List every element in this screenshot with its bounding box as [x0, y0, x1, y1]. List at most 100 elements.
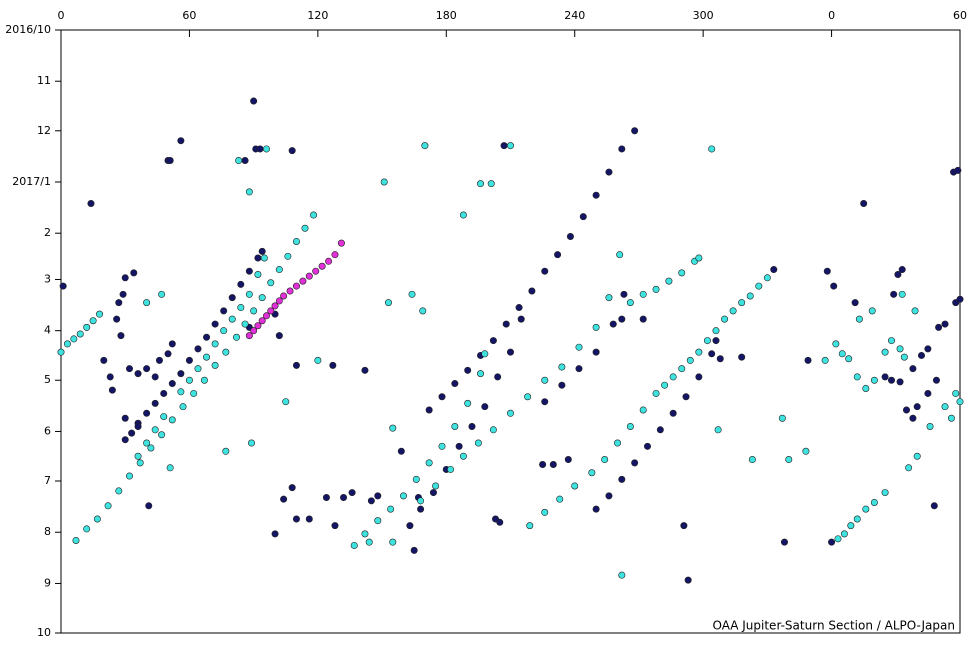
- point: [881, 348, 889, 356]
- y-tick-label: 10: [37, 626, 51, 639]
- point: [72, 536, 80, 544]
- point: [631, 127, 639, 135]
- point: [410, 546, 418, 554]
- point: [254, 322, 262, 330]
- point: [763, 274, 771, 282]
- point: [926, 422, 934, 430]
- point: [862, 505, 870, 513]
- point: [166, 157, 174, 165]
- point: [200, 376, 208, 384]
- point: [828, 538, 836, 546]
- point: [374, 517, 382, 525]
- point: [517, 315, 525, 323]
- point: [245, 332, 253, 340]
- point: [451, 422, 459, 430]
- point: [228, 315, 236, 323]
- point: [695, 348, 703, 356]
- point: [237, 304, 245, 312]
- point: [952, 389, 960, 397]
- point: [292, 237, 300, 245]
- point: [459, 452, 467, 460]
- point: [913, 403, 921, 411]
- point: [412, 475, 420, 483]
- point: [464, 366, 472, 374]
- point: [954, 166, 962, 174]
- point: [566, 233, 574, 241]
- point: [601, 456, 609, 464]
- point: [166, 464, 174, 472]
- point: [179, 403, 187, 411]
- point: [541, 267, 549, 275]
- point: [605, 294, 613, 302]
- point: [748, 456, 756, 464]
- point: [143, 409, 151, 417]
- point: [233, 333, 241, 341]
- point: [489, 337, 497, 345]
- point: [143, 365, 151, 373]
- point: [558, 363, 566, 371]
- point: [108, 386, 116, 394]
- point: [909, 365, 917, 373]
- point: [840, 530, 848, 538]
- point: [151, 426, 159, 434]
- point: [643, 442, 651, 450]
- point: [348, 489, 356, 497]
- point: [389, 538, 397, 546]
- point: [318, 262, 326, 270]
- point: [695, 254, 703, 262]
- point: [528, 287, 536, 295]
- point: [115, 299, 123, 307]
- point: [241, 157, 249, 165]
- point: [168, 416, 176, 424]
- y-tick-label: 2017/1: [12, 175, 51, 188]
- x-tick-label: 300: [693, 9, 714, 22]
- point: [280, 495, 288, 503]
- point: [556, 495, 564, 503]
- point: [609, 320, 617, 328]
- point: [853, 515, 861, 523]
- point: [616, 251, 624, 259]
- point: [605, 168, 613, 176]
- y-tick-label: 8: [44, 525, 51, 538]
- point: [419, 307, 427, 315]
- point: [941, 403, 949, 411]
- point: [380, 178, 388, 186]
- point: [235, 157, 243, 165]
- point: [292, 361, 300, 369]
- point: [778, 414, 786, 422]
- point: [823, 267, 831, 275]
- point: [301, 224, 309, 232]
- y-tick-label: 11: [37, 74, 51, 87]
- point: [924, 345, 932, 353]
- point: [554, 251, 562, 259]
- point: [746, 292, 754, 300]
- point: [145, 502, 153, 510]
- y-tick-label: 5: [44, 373, 51, 386]
- point: [361, 530, 369, 538]
- point: [361, 366, 369, 374]
- point: [421, 142, 429, 150]
- point: [125, 472, 133, 480]
- point: [325, 257, 333, 265]
- point: [712, 327, 720, 335]
- point: [592, 348, 600, 356]
- point: [203, 333, 211, 341]
- point: [898, 290, 906, 298]
- point: [438, 393, 446, 401]
- point: [626, 299, 634, 307]
- point: [292, 515, 300, 523]
- point: [262, 145, 270, 153]
- point: [63, 340, 71, 348]
- point: [860, 199, 868, 207]
- point: [618, 475, 626, 483]
- point: [896, 345, 904, 353]
- point: [275, 266, 283, 274]
- point: [190, 389, 198, 397]
- point: [678, 365, 686, 373]
- point: [680, 522, 688, 530]
- point: [194, 345, 202, 353]
- point: [575, 343, 583, 351]
- point: [151, 373, 159, 381]
- point: [665, 277, 673, 285]
